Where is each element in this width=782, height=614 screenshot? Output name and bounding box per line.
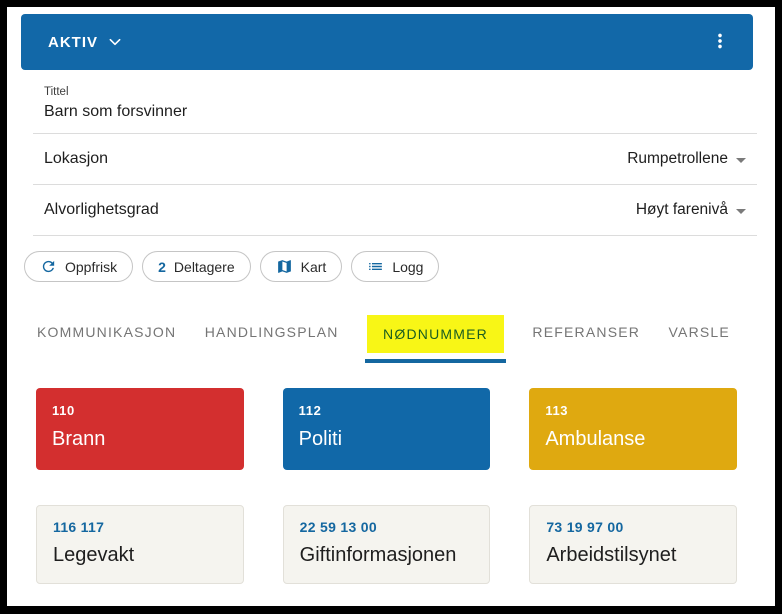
refresh-chip-label: Oppfrisk (65, 258, 118, 275)
incident-panel: AKTIV Tittel Barn som forsvinner Lokasjo… (7, 7, 775, 606)
severity-label: Alvorlighetsgrad (44, 201, 159, 218)
emergency-number: 112 (298, 403, 322, 418)
map-icon (276, 258, 293, 275)
participants-count: 2 (158, 258, 166, 275)
emergency-card-legevakt[interactable]: 116 117 Legevakt (36, 505, 244, 584)
refresh-chip[interactable]: Oppfrisk (24, 251, 134, 282)
emergency-name: Politi (298, 428, 343, 450)
emergency-card-brann[interactable]: 110 Brann (36, 388, 244, 470)
tab-handlingsplan[interactable]: HANDLINGSPLAN (204, 324, 339, 340)
emergency-name: Legevakt (53, 544, 135, 566)
emergency-number: 110 (52, 403, 75, 418)
active-tab-highlight: NØDNUMMER (367, 315, 504, 353)
emergency-card-ambulanse[interactable]: 113 Ambulanse (529, 388, 737, 470)
caret-down-icon (736, 208, 746, 214)
title-field-value[interactable]: Barn som forsvinner (44, 103, 188, 120)
participants-chip[interactable]: 2 Deltagere (142, 251, 251, 282)
severity-row: Alvorlighetsgrad Høyt farenivå (33, 185, 757, 236)
status-header-bar: AKTIV (21, 14, 753, 70)
more-options-button[interactable] (703, 25, 737, 59)
list-icon (367, 258, 384, 275)
kebab-vertical-icon (709, 30, 731, 55)
status-dropdown[interactable]: AKTIV (48, 34, 123, 51)
emergency-number: 113 (545, 403, 569, 418)
emergency-numbers-grid: 110 Brann 112 Politi 113 Ambulanse 116 1… (36, 388, 737, 584)
chevron-down-icon (107, 34, 123, 50)
incident-fields: Tittel Barn som forsvinner Lokasjon Rump… (33, 70, 757, 236)
location-row: Lokasjon Rumpetrollene (33, 134, 757, 185)
title-field-label: Tittel (44, 86, 69, 98)
emergency-number: 22 59 13 00 (299, 519, 377, 535)
map-chip-label: Kart (300, 258, 327, 275)
tab-bar: KOMMUNIKASJON HANDLINGSPLAN NØDNUMMER RE… (37, 308, 730, 363)
emergency-name: Brann (52, 428, 106, 450)
active-tab-underline (365, 359, 506, 363)
emergency-number: 73 19 97 00 (546, 519, 624, 535)
participants-chip-label: Deltagere (173, 258, 235, 275)
status-label: AKTIV (48, 33, 98, 51)
severity-select[interactable]: Høyt farenivå (636, 201, 746, 219)
emergency-name: Arbeidstilsynet (546, 544, 677, 566)
location-select[interactable]: Rumpetrollene (627, 150, 746, 168)
severity-value: Høyt farenivå (635, 201, 728, 218)
location-value: Rumpetrollene (627, 150, 728, 167)
emergency-number: 116 117 (53, 519, 105, 535)
emergency-card-arbeidstilsynet[interactable]: 73 19 97 00 Arbeidstilsynet (529, 505, 737, 584)
emergency-card-politi[interactable]: 112 Politi (282, 388, 491, 470)
tab-varsle[interactable]: VARSLE (668, 324, 730, 340)
caret-down-icon (736, 157, 746, 163)
emergency-name: Giftinformasjonen (299, 544, 457, 566)
tab-referanser[interactable]: REFERANSER (532, 324, 641, 340)
log-chip[interactable]: Logg (351, 251, 440, 282)
log-chip-label: Logg (392, 258, 424, 275)
map-chip[interactable]: Kart (259, 251, 343, 282)
emergency-name: Ambulanse (545, 428, 646, 450)
title-field: Tittel Barn som forsvinner (33, 70, 757, 134)
location-label: Lokasjon (44, 150, 109, 167)
tab-nodnummer[interactable]: NØDNUMMER (365, 308, 506, 363)
action-chips: Oppfrisk 2 Deltagere Kart Logg (24, 251, 775, 282)
refresh-icon (40, 258, 57, 275)
emergency-card-giftinformasjonen[interactable]: 22 59 13 00 Giftinformasjonen (282, 505, 491, 584)
tab-kommunikasjon[interactable]: KOMMUNIKASJON (37, 324, 177, 340)
